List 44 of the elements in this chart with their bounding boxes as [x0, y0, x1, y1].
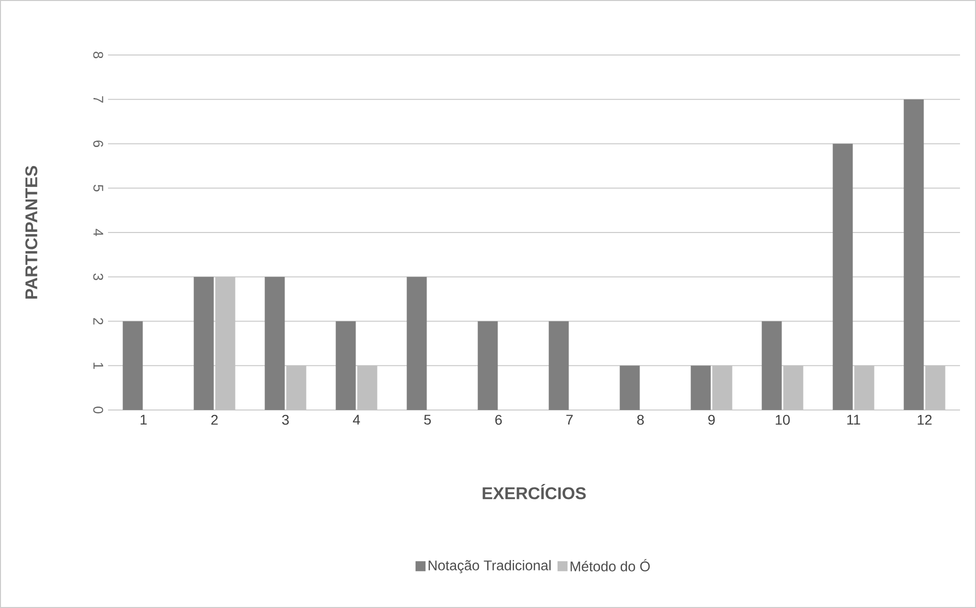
x-tick-label: 3	[282, 414, 289, 425]
bar	[712, 366, 732, 410]
bar	[286, 366, 306, 410]
x-tick-label: 1	[140, 414, 147, 424]
bar	[122, 321, 143, 410]
bar	[194, 276, 214, 410]
y-tick-label: 1	[94, 362, 104, 369]
bar	[925, 366, 946, 410]
bar	[854, 366, 874, 410]
bar	[690, 366, 711, 410]
y-tick-label: 5	[93, 184, 104, 192]
legend-label: Método do Ó	[570, 559, 650, 572]
x-tick-label: 4	[352, 414, 360, 424]
bar	[832, 144, 853, 410]
x-tick-label: 9	[708, 414, 715, 425]
x-tick-label: 7	[566, 414, 573, 424]
x-tick-label: 5	[424, 414, 431, 425]
bar	[904, 99, 924, 410]
x-axis-title: EXERCÍCIOS	[482, 484, 586, 500]
bar	[478, 321, 498, 410]
bar	[762, 321, 782, 410]
bar	[783, 366, 804, 410]
bar	[264, 276, 285, 410]
x-tick-label: 2	[211, 414, 218, 425]
y-tick-label: 3	[93, 274, 104, 280]
bar	[548, 321, 569, 410]
legend-label: Notação Tradicional	[428, 560, 551, 574]
y-tick-label: 6	[93, 140, 104, 148]
bar	[215, 276, 236, 410]
y-tick-label: 4	[94, 228, 104, 236]
y-tick-label: 8	[93, 52, 104, 58]
bar	[357, 366, 378, 410]
x-tick-label: 11	[847, 414, 860, 424]
y-axis-title: PARTICIPANTES	[25, 166, 38, 299]
x-tick-label: 10	[776, 414, 790, 425]
y-tick-label: 0	[93, 406, 104, 414]
bar	[336, 321, 356, 410]
x-tick-label: 12	[918, 414, 932, 425]
bar	[620, 366, 640, 410]
y-tick-label: 2	[93, 318, 104, 324]
x-tick-label: 6	[495, 414, 502, 425]
bar	[406, 276, 427, 410]
x-tick-label: 8	[637, 414, 644, 425]
y-tick-label: 7	[94, 96, 104, 103]
